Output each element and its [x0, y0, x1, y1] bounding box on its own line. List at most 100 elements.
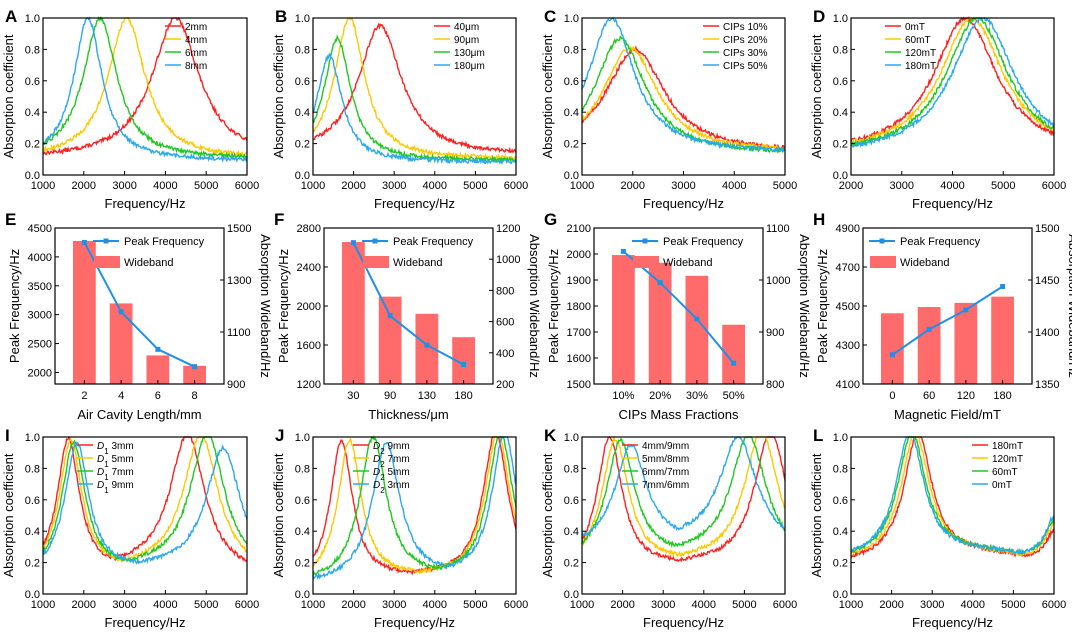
x-axis-label: CIPs Mass Fractions — [619, 407, 739, 422]
x-axis-label: Frequency/Hz — [643, 196, 724, 211]
peak-frequency-point — [657, 280, 663, 286]
panel-L: 1000 2000 3000 4000 5000 6000 0.0 0.2 0.4 0.6 0.8 1… — [809, 426, 1066, 630]
x-tick-label: 4000 — [423, 180, 447, 192]
legend-label: 0mT — [905, 22, 925, 33]
legend-label: 120mT — [905, 48, 936, 59]
y2-tick-label: 800 — [496, 285, 514, 297]
bar — [722, 324, 745, 384]
legend-label: 60mT — [905, 35, 931, 46]
legend-label: Peak Frequency — [124, 236, 205, 248]
y-tick-label: 0.2 — [564, 139, 579, 151]
y2-tick-label: 1500 — [1035, 223, 1059, 235]
bar — [378, 296, 402, 384]
legend-label: Wideband — [663, 257, 713, 269]
y-tick-label: 0.4 — [295, 526, 310, 538]
y2-tick-label: 1300 — [227, 275, 251, 287]
series-line-D2 3mm — [312, 435, 517, 580]
y2-tick-label: 400 — [496, 348, 514, 360]
bar — [917, 307, 941, 384]
y-tick-label: 4700 — [836, 262, 860, 274]
x-axis-label: Frequency/Hz — [374, 196, 455, 211]
series-line-D1 9mm — [42, 440, 248, 565]
bar — [954, 302, 978, 384]
x-tick-label: 6000 — [235, 180, 259, 192]
y-tick-label: 1.0 — [25, 13, 40, 25]
panel-K: 1000 2000 3000 4000 5000 6000 0.0 0.2 0.4 0.6 0.8 1… — [540, 426, 797, 630]
x-tick-label: 1000 — [31, 599, 55, 611]
plot-frame — [42, 436, 248, 595]
bar — [73, 241, 96, 384]
peak-frequency-line — [83, 241, 196, 368]
panel-G: 10% 20% 30% 50% 1500 1600 1700 1800 1900 2000 2100… — [544, 210, 812, 422]
y-tick-label: 0.6 — [295, 76, 310, 88]
panel-letter-F: F — [274, 210, 284, 229]
y-axis-label: Absorption coefficient — [1, 34, 16, 158]
x-tick-label: 2000 — [341, 599, 365, 611]
y-axis-label: Absorption coefficient — [271, 453, 286, 577]
y-tick-label: 4000 — [28, 252, 52, 264]
legend-label: D2 5mm — [373, 467, 410, 482]
y-axis-label: Absorption coefficient — [1, 453, 16, 577]
panel-letter-D: D — [813, 7, 825, 26]
y-tick-label: 3500 — [28, 281, 52, 293]
y-tick-label: 1.0 — [833, 13, 848, 25]
x-axis-label: Frequency/Hz — [105, 615, 186, 630]
legend-label: Wideband — [393, 257, 443, 269]
y-tick-label: 4500 — [836, 301, 860, 313]
plot-frame — [850, 436, 1055, 595]
y-axis-label: Peak Frequency/Hz — [815, 249, 830, 363]
peak-frequency-point — [620, 248, 626, 254]
y-tick-label: 0.8 — [25, 44, 40, 56]
y-tick-label: 0.6 — [564, 76, 579, 88]
x-axis-label: Thickness/μm — [368, 407, 448, 422]
x-tick-label: 180 — [454, 390, 472, 402]
legend-label: 180μm — [454, 61, 485, 72]
y-tick-label: 4500 — [28, 223, 52, 235]
legend-label: 60mT — [992, 467, 1018, 478]
bar — [342, 242, 365, 384]
legend-swatch-marker — [372, 238, 378, 244]
series-line-180mT — [850, 17, 1055, 148]
bar — [109, 303, 133, 384]
y2-tick-label: 1000 — [496, 254, 520, 266]
legend-label: 7mm/6mm — [642, 480, 689, 491]
x-tick-label: 2000 — [839, 180, 863, 192]
series-line-D2 7mm — [312, 436, 517, 575]
legend-label: Peak Frequency — [663, 236, 744, 248]
y2-tick-label: 900 — [766, 327, 784, 339]
panel-letter-J: J — [275, 426, 284, 445]
plot-frame — [42, 17, 248, 176]
x-tick-label: 2000 — [341, 180, 365, 192]
panel-B: 1000 2000 3000 4000 5000 6000 0.0 0.2 0.4 0.6 0.8 1… — [271, 7, 528, 211]
y-tick-label: 4300 — [836, 340, 860, 352]
y-tick-label: 2500 — [28, 339, 52, 351]
peak-frequency-point — [192, 364, 198, 370]
x-tick-label: 4000 — [940, 180, 964, 192]
x-axis-label: Frequency/Hz — [912, 615, 993, 630]
peak-frequency-point — [424, 342, 430, 348]
y-tick-label: 0.8 — [564, 44, 579, 56]
legend-swatch-bar — [633, 256, 659, 268]
plot-frame — [581, 436, 786, 595]
y-tick-label: 1200 — [297, 379, 321, 391]
x-tick-label: 60 — [923, 390, 935, 402]
legend-label: 180mT — [905, 61, 936, 72]
y-tick-label: 0.2 — [295, 139, 310, 151]
x-tick-label: 1000 — [570, 180, 594, 192]
peak-frequency-point — [387, 313, 393, 319]
y-tick-label: 0.4 — [295, 107, 310, 119]
series-line-6mm — [42, 16, 248, 160]
x-axis-label: Frequency/Hz — [912, 196, 993, 211]
y2-axis-label: Absorption Wideband/Hz — [527, 234, 542, 378]
x-tick-label: 4000 — [153, 180, 177, 192]
y2-tick-label: 1400 — [1035, 327, 1059, 339]
y-tick-label: 0.6 — [833, 495, 848, 507]
x-tick-label: 2000 — [610, 599, 634, 611]
x-tick-label: 4000 — [153, 599, 177, 611]
plot-frame — [850, 17, 1055, 176]
panel-letter-G: G — [544, 210, 557, 229]
series-line-40μm — [312, 22, 517, 154]
legend-label: D2 3mm — [373, 480, 410, 495]
x-tick-label: 90 — [384, 390, 396, 402]
y-tick-label: 0.0 — [25, 170, 40, 182]
